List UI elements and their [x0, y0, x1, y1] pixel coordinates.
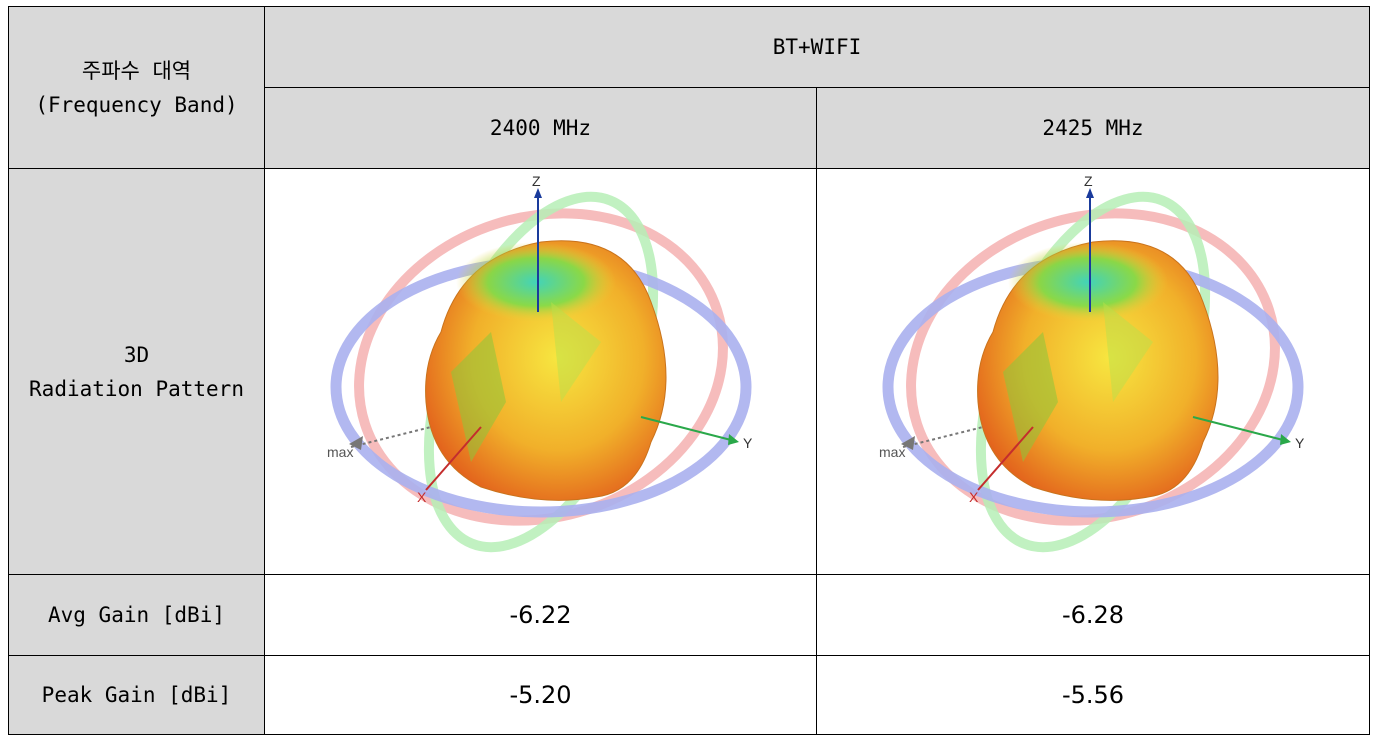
y-axis — [1192, 415, 1284, 441]
avg-gain-2400: -6.22 — [264, 574, 817, 656]
facet-light — [550, 301, 601, 402]
y-axis-label: Y — [743, 435, 753, 451]
max-direction — [902, 425, 984, 448]
max-label: max — [879, 444, 905, 460]
max-direction — [350, 425, 431, 448]
x-axis-label: X — [417, 489, 427, 505]
peak-gain-2425: -5.56 — [815, 655, 1371, 735]
max-arrow — [348, 435, 363, 450]
y-axis-arrow — [1280, 433, 1291, 445]
x-axis — [424, 425, 482, 491]
avg-gain-row-label: Avg Gain [dBi] — [8, 574, 265, 656]
max-arrow — [901, 435, 915, 450]
radiation-top — [1008, 241, 1168, 322]
x-axis-label: X — [969, 489, 979, 505]
frequency-band-label-ko: 주파수 대역 — [81, 58, 192, 83]
band-title: BT+WIFI — [263, 6, 1371, 88]
z-axis-label: Z — [532, 173, 541, 189]
y-axis — [640, 415, 731, 441]
y-axis-label: Y — [1295, 435, 1305, 451]
freq-2425-header: 2425 MHz — [815, 87, 1371, 169]
frequency-band-header: 주파수 대역 (Frequency Band) — [8, 6, 265, 169]
frequency-band-label-en: (Frequency Band) — [35, 92, 238, 117]
facet-green — [1003, 331, 1058, 462]
radiation-top — [455, 241, 616, 322]
avg-gain-2425: -6.28 — [815, 574, 1371, 656]
radiation-pattern-label-line2: Radiation Pattern — [29, 376, 244, 401]
facet-green — [450, 331, 506, 462]
peak-gain-row-label: Peak Gain [dBi] — [8, 655, 265, 735]
x-axis — [977, 425, 1034, 491]
y-axis-arrow — [727, 433, 739, 445]
radiation-pattern-label-line1: 3D — [123, 342, 150, 367]
radiation-pattern-row-label: 3D Radiation Pattern — [8, 168, 265, 575]
peak-gain-2400: -5.20 — [264, 655, 817, 735]
facet-light — [1103, 301, 1153, 402]
antenna-gain-table: 주파수 대역 (Frequency Band) BT+WIFI 2400 MHz… — [8, 6, 1371, 735]
z-axis-label: Z — [1084, 173, 1093, 189]
z-axis-arrow — [1086, 187, 1094, 198]
z-axis-arrow — [533, 187, 542, 198]
freq-2400-header: 2400 MHz — [264, 87, 817, 169]
max-label: max — [327, 444, 353, 460]
